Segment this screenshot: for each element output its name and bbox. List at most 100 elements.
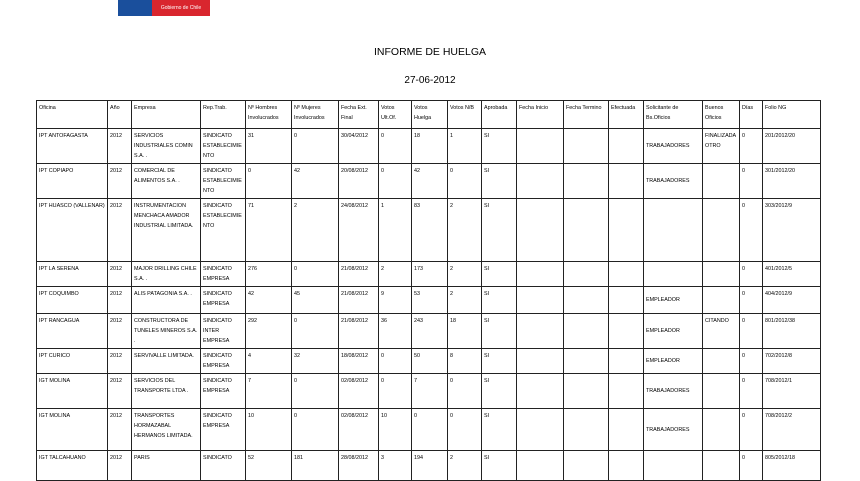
column-header: Empresa [131,100,201,129]
table-cell [516,286,564,314]
table-cell [516,373,564,409]
table-row: IPT HUASCO (VALLENAR) 2012 INSTRUMENTACION… [36,198,821,262]
table-cell: 2 [447,450,482,481]
table-row: IGT TALCAHUANO 2012 PARIS SINDICATO 52 181 28/… [36,450,821,481]
column-header: Año [107,100,132,129]
table-cell: SERVIVALLE LIMITADA. [131,348,201,374]
table-cell: 7 [411,373,448,409]
table-cell: 2 [447,261,482,287]
table-cell: 42 [245,286,292,314]
table-cell: 2012 [107,128,132,164]
table-cell [563,450,609,481]
table-cell: 0 [378,163,412,199]
column-header: Aprobada [481,100,517,129]
column-header: Nº Hombres Involucrados [245,100,292,129]
table-cell [563,261,609,287]
table-cell: SI [481,286,517,314]
table-cell [516,450,564,481]
table-cell: 0 [447,373,482,409]
table-row: IPT COPIAPO 2012 COMERCIAL DE ALIMENTOS S.… [36,163,821,199]
table-cell: 28/08/2012 [338,450,379,481]
table-cell [516,261,564,287]
table-cell: 708/2012/1 [762,373,821,409]
table-cell: IPT COPIAPO [36,163,108,199]
table-cell: 2012 [107,348,132,374]
table-cell: 301/2012/20 [762,163,821,199]
column-header: Oficina [36,100,108,129]
table-cell [563,408,609,451]
table-cell: TRANSPORTES HORMAZABAL HERMANOS LIMITADA… [131,408,201,451]
table-cell: 2012 [107,408,132,451]
table-cell [608,286,644,314]
table-cell: IGT TALCAHUANO [36,450,108,481]
table-cell: 2012 [107,198,132,262]
table-cell: 0 [411,408,448,451]
table-cell: 404/2012/9 [762,286,821,314]
table-cell: 0 [739,261,763,287]
table-cell: 9 [378,286,412,314]
table-cell [608,313,644,349]
table-cell: SINDICATO INTER EMPRESA [200,313,246,349]
table-cell: SINDICATO EMPRESA [200,348,246,374]
table-cell: SI [481,450,517,481]
table-cell: 0 [291,408,339,451]
table-cell [563,348,609,374]
table-cell: 0 [245,163,292,199]
table-cell: 71 [245,198,292,262]
table-cell: SINDICATO ESTABLECIMIENTO [200,128,246,164]
table-cell: 0 [291,313,339,349]
column-header: Rep.Trab. [200,100,246,129]
table-cell [608,261,644,287]
table-cell: MAJOR DRILLING CHILE S.A. . [131,261,201,287]
table-cell: 801/2012/38 [762,313,821,349]
table-cell [516,408,564,451]
table-cell: 0 [291,373,339,409]
table-cell: 83 [411,198,448,262]
table-cell [608,373,644,409]
table-cell: 2 [378,261,412,287]
table-cell: 02/08/2012 [338,373,379,409]
column-header: Folio NG [762,100,821,129]
table-cell: 0 [739,286,763,314]
table-cell: SINDICATO ESTABLECIMIENTO [200,198,246,262]
column-header: Fecha Termino [563,100,609,129]
gobierno-logo: Gobierno de Chile [118,0,210,16]
table-cell: 2 [447,286,482,314]
table-cell: 2012 [107,373,132,409]
table-cell [702,373,740,409]
table-cell: 2012 [107,163,132,199]
table-cell: 50 [411,348,448,374]
table-cell [702,198,740,262]
column-header: Fecha Inicio [516,100,564,129]
table-cell: IGT MOLINA [36,408,108,451]
table-cell: 0 [739,450,763,481]
table-cell: 02/08/2012 [338,408,379,451]
table-row: IPT RANCAGUA 2012 CONSTRUCTORA DE TUNELES … [36,313,821,349]
table-cell: SI [481,348,517,374]
table-cell: 0 [447,163,482,199]
table-cell: EMPLEADOR [643,313,703,349]
table-cell: SI [481,313,517,349]
table-cell [608,128,644,164]
table-cell: SERVICIOS INDUSTRIALES COMIN S.A. . [131,128,201,164]
table-cell [516,313,564,349]
table-cell: SINDICATO EMPRESA [200,373,246,409]
table-cell [563,373,609,409]
table-cell: SINDICATO [200,450,246,481]
table-cell: 31 [245,128,292,164]
table-cell: 10 [378,408,412,451]
table-cell: 53 [411,286,448,314]
table-cell [608,450,644,481]
table-cell: SI [481,408,517,451]
table-row: IGT MOLINA 2012 SERVICIOS DEL TRANSPORTE L… [36,373,821,409]
table-cell: IPT CURICO [36,348,108,374]
table-cell: SI [481,261,517,287]
table-cell [608,408,644,451]
table-cell: IPT COQUIMBO [36,286,108,314]
table-cell: 401/2012/5 [762,261,821,287]
table-cell: 201/2012/20 [762,128,821,164]
table-cell [702,450,740,481]
table-cell [516,163,564,199]
table-cell: SINDICATO ESTABLECIMIENTO [200,163,246,199]
table-cell [516,348,564,374]
